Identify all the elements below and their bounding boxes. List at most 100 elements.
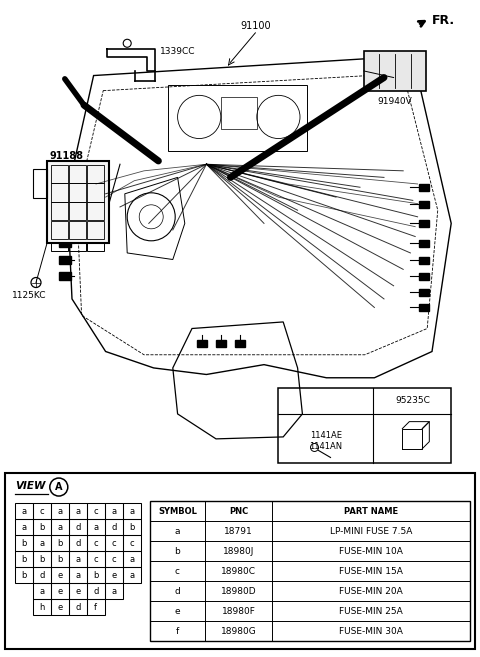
Text: PNC: PNC <box>229 507 248 516</box>
Bar <box>69 503 87 519</box>
Text: a: a <box>21 522 26 532</box>
Text: c: c <box>94 555 98 564</box>
Text: c: c <box>111 539 116 547</box>
Text: LP-MINI FUSE 7.5A: LP-MINI FUSE 7.5A <box>330 526 412 535</box>
Bar <box>87 221 104 238</box>
Bar <box>59 272 71 280</box>
Text: FUSE-MIN 15A: FUSE-MIN 15A <box>339 566 403 576</box>
Text: a: a <box>175 526 180 535</box>
Text: 1339CC: 1339CC <box>160 47 196 57</box>
Bar <box>59 239 71 247</box>
Text: c: c <box>94 507 98 516</box>
Bar <box>69 519 87 535</box>
Text: 1141AE
1141AN: 1141AE 1141AN <box>309 431 343 451</box>
Bar <box>69 183 86 202</box>
Text: VIEW: VIEW <box>15 481 45 491</box>
Text: e: e <box>57 587 62 595</box>
Text: a: a <box>75 555 80 564</box>
Text: a: a <box>39 587 44 595</box>
Text: b: b <box>175 547 180 556</box>
Bar <box>51 243 68 251</box>
Bar <box>87 599 105 615</box>
Bar <box>123 551 141 567</box>
Text: b: b <box>21 555 26 564</box>
Bar <box>51 551 69 567</box>
Text: a: a <box>129 507 134 516</box>
Text: a: a <box>129 570 134 579</box>
Text: d: d <box>175 587 180 595</box>
Text: 18791: 18791 <box>224 526 253 535</box>
Bar <box>69 583 87 599</box>
Bar <box>15 503 33 519</box>
Bar <box>69 567 87 583</box>
Text: e: e <box>75 587 81 595</box>
Text: 18980G: 18980G <box>221 627 256 635</box>
Bar <box>87 519 105 535</box>
Bar <box>51 535 69 551</box>
Bar <box>123 567 141 583</box>
Bar <box>69 221 86 238</box>
Bar <box>33 583 51 599</box>
Bar <box>51 583 69 599</box>
Bar <box>105 503 123 519</box>
Bar <box>105 583 123 599</box>
Text: e: e <box>57 602 62 612</box>
Bar <box>419 240 429 247</box>
Text: a: a <box>93 522 98 532</box>
Text: SYMBOL: SYMBOL <box>158 507 197 516</box>
Text: f: f <box>94 602 97 612</box>
Text: FUSE-MIN 30A: FUSE-MIN 30A <box>339 627 403 635</box>
Text: FR.: FR. <box>432 14 455 28</box>
Bar <box>87 583 105 599</box>
Text: 91188: 91188 <box>49 151 83 161</box>
Bar <box>235 340 245 348</box>
Text: b: b <box>39 555 45 564</box>
Bar <box>419 289 429 296</box>
Text: a: a <box>57 522 62 532</box>
Bar <box>221 97 257 129</box>
Bar <box>33 551 51 567</box>
Bar <box>69 551 87 567</box>
Bar <box>216 340 226 348</box>
Bar <box>87 535 105 551</box>
Bar <box>419 256 429 263</box>
Text: b: b <box>129 522 134 532</box>
Bar <box>33 503 51 519</box>
Text: PART NAME: PART NAME <box>344 507 398 516</box>
Text: d: d <box>75 539 81 547</box>
Text: a: a <box>21 507 26 516</box>
Bar <box>47 161 109 243</box>
Text: a: a <box>57 507 62 516</box>
Bar <box>123 519 141 535</box>
Bar <box>105 535 123 551</box>
Bar <box>33 599 51 615</box>
Bar <box>5 473 475 649</box>
Bar <box>33 567 51 583</box>
Bar <box>105 519 123 535</box>
Text: a: a <box>111 587 116 595</box>
Text: d: d <box>75 522 81 532</box>
Bar <box>69 202 86 220</box>
Bar <box>15 551 33 567</box>
Bar <box>87 503 105 519</box>
Bar <box>59 256 71 263</box>
Text: 91100: 91100 <box>240 21 271 31</box>
Text: c: c <box>111 555 116 564</box>
Bar <box>150 501 470 641</box>
Text: d: d <box>39 570 45 579</box>
Text: b: b <box>93 570 98 579</box>
Text: 95235C: 95235C <box>395 396 430 405</box>
Bar <box>105 567 123 583</box>
Text: b: b <box>21 539 26 547</box>
Bar <box>87 567 105 583</box>
Text: 18980C: 18980C <box>221 566 256 576</box>
Text: b: b <box>21 570 26 579</box>
Text: a: a <box>75 570 80 579</box>
Bar <box>51 183 68 202</box>
Bar <box>87 202 104 220</box>
Text: e: e <box>175 606 180 616</box>
Text: e: e <box>111 570 117 579</box>
Text: 18980D: 18980D <box>221 587 256 595</box>
Text: FUSE-MIN 20A: FUSE-MIN 20A <box>339 587 403 595</box>
Text: a: a <box>39 539 44 547</box>
